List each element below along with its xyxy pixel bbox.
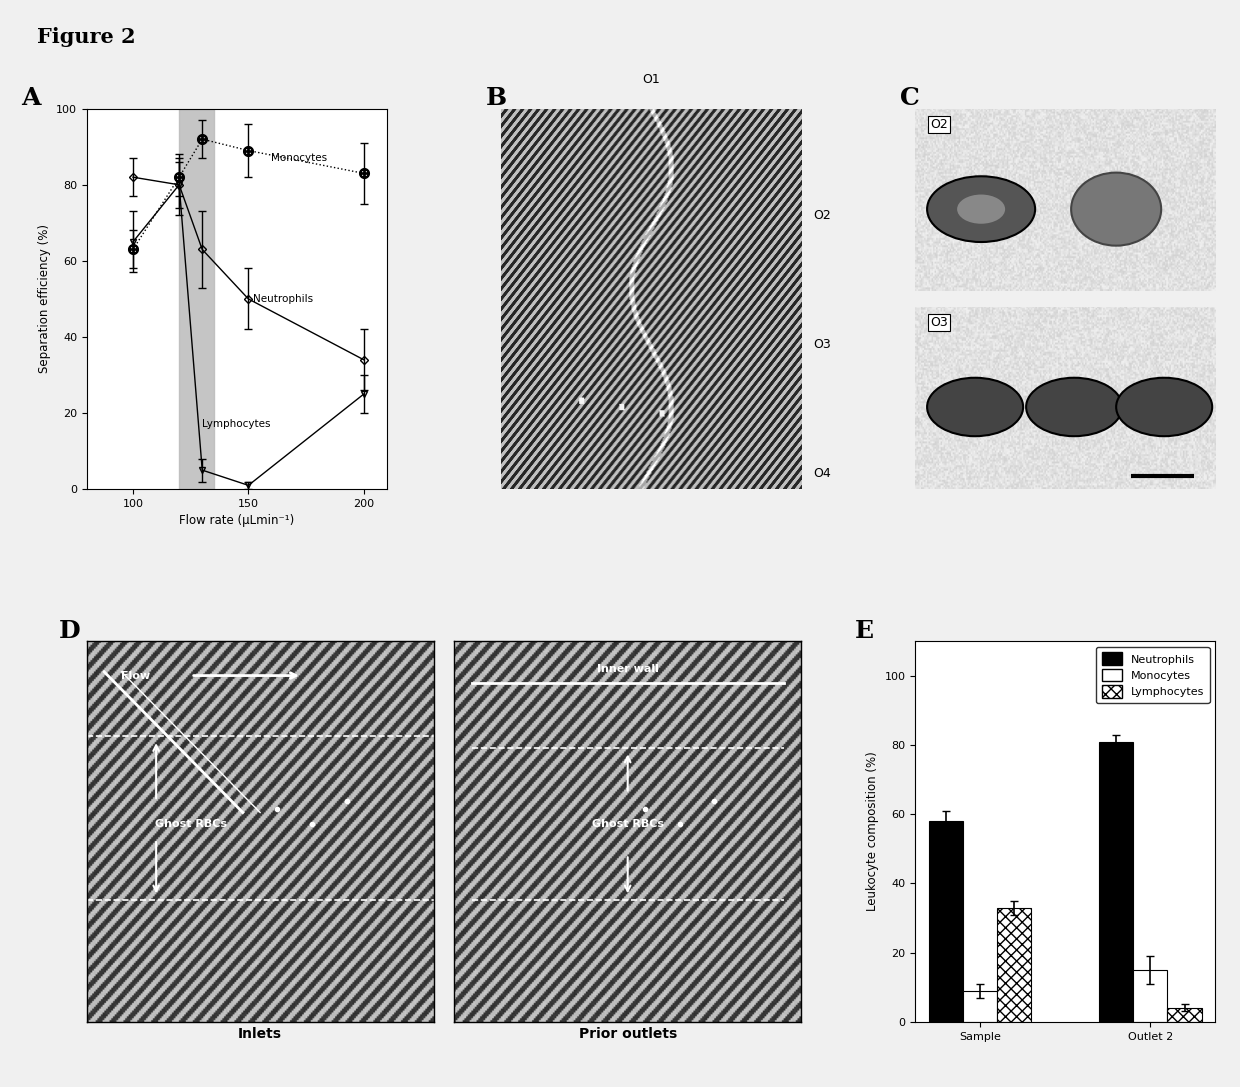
Y-axis label: Leukocyte composition (%): Leukocyte composition (%) — [866, 752, 879, 911]
Legend: Neutrophils, Monocytes, Lymphocytes: Neutrophils, Monocytes, Lymphocytes — [1096, 647, 1210, 703]
Text: B: B — [486, 86, 507, 110]
Text: O4: O4 — [813, 467, 831, 480]
X-axis label: Prior outlets: Prior outlets — [579, 1027, 677, 1041]
Text: Ghost RBCs: Ghost RBCs — [155, 819, 227, 829]
Text: Ghost RBCs: Ghost RBCs — [591, 819, 663, 829]
Bar — [1133, 970, 1167, 1022]
Bar — [1167, 1008, 1202, 1022]
Y-axis label: Separation efficiency (%): Separation efficiency (%) — [37, 224, 51, 374]
Text: Neutrophils: Neutrophils — [253, 293, 314, 304]
Bar — [929, 821, 962, 1022]
Text: Figure 2: Figure 2 — [37, 27, 136, 47]
X-axis label: Inlets: Inlets — [238, 1027, 283, 1041]
Text: Lymphocytes: Lymphocytes — [202, 420, 270, 429]
Text: Monocytes: Monocytes — [272, 153, 327, 163]
Bar — [997, 908, 1030, 1022]
Text: Flow: Flow — [122, 671, 150, 680]
Text: O1: O1 — [642, 73, 660, 86]
Text: E: E — [856, 619, 874, 642]
Text: O2: O2 — [813, 209, 831, 222]
X-axis label: Flow rate (μLmin⁻¹): Flow rate (μLmin⁻¹) — [180, 514, 294, 527]
Text: O3: O3 — [813, 338, 831, 351]
Text: Inner wall: Inner wall — [596, 664, 658, 674]
Text: D: D — [60, 619, 81, 642]
Text: C: C — [900, 86, 920, 110]
Bar — [179, 109, 213, 489]
Bar — [1099, 741, 1133, 1022]
Text: A: A — [21, 86, 40, 110]
Bar — [962, 990, 997, 1022]
